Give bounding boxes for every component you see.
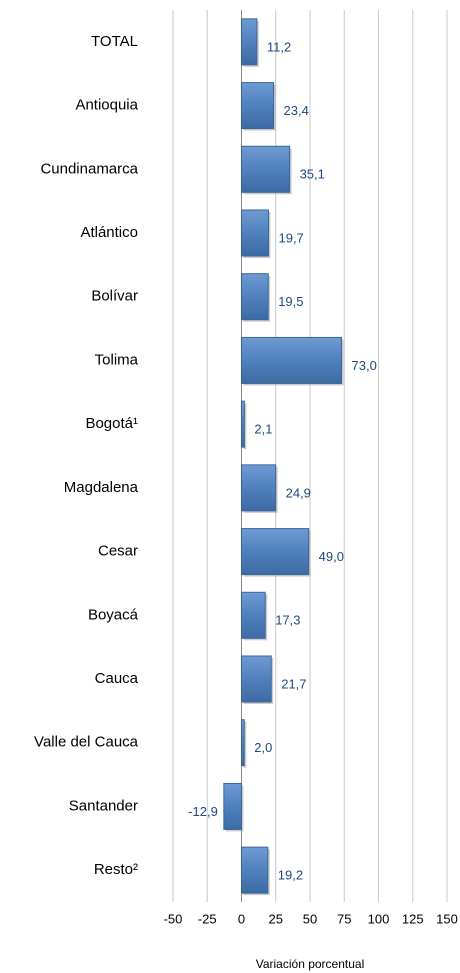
y-tick-label: Boyacá bbox=[88, 606, 139, 623]
y-tick-label: Magdalena bbox=[64, 479, 139, 496]
bar-shadow bbox=[243, 721, 247, 768]
bar bbox=[241, 82, 275, 130]
value-label: 19,5 bbox=[278, 294, 303, 309]
y-tick-label: Antioquia bbox=[75, 97, 138, 114]
x-tick-label: 0 bbox=[238, 911, 245, 926]
y-tick-label: Bogotá¹ bbox=[85, 415, 138, 432]
value-label: 73,0 bbox=[352, 358, 377, 373]
y-tick-label: Bolívar bbox=[91, 288, 138, 305]
y-tick-label: Santander bbox=[69, 797, 138, 814]
value-label: 11,2 bbox=[267, 39, 291, 54]
value-label: -12,9 bbox=[188, 804, 218, 819]
x-tick-label: 75 bbox=[337, 911, 351, 926]
y-tick-label: Cundinamarca bbox=[40, 160, 138, 177]
x-tick-label: 50 bbox=[303, 911, 317, 926]
value-label: 24,9 bbox=[286, 485, 311, 500]
x-tick-label: -50 bbox=[164, 911, 183, 926]
bar bbox=[241, 528, 310, 576]
bar bbox=[241, 209, 269, 257]
value-label: 19,7 bbox=[278, 230, 303, 245]
x-tick-label: 100 bbox=[368, 911, 390, 926]
x-tick-label: 150 bbox=[436, 911, 458, 926]
value-label: 21,7 bbox=[281, 676, 306, 691]
x-tick-label: 125 bbox=[402, 911, 424, 926]
y-tick-label: Resto² bbox=[94, 861, 138, 878]
y-tick-label: Cauca bbox=[95, 670, 139, 687]
bar bbox=[241, 591, 266, 639]
bar bbox=[241, 336, 343, 384]
value-label: 35,1 bbox=[300, 167, 325, 182]
bar bbox=[241, 145, 291, 193]
bar-shadow bbox=[243, 403, 247, 450]
bar bbox=[241, 18, 258, 66]
x-tick-label: -25 bbox=[198, 911, 217, 926]
x-axis-title: Variación porcentual bbox=[256, 957, 365, 971]
y-tick-label: Valle del Cauca bbox=[34, 734, 139, 751]
value-label: 2,1 bbox=[254, 422, 272, 437]
value-label: 2,0 bbox=[254, 740, 272, 755]
value-label: 49,0 bbox=[319, 549, 344, 564]
bar bbox=[241, 655, 272, 703]
bar bbox=[223, 782, 242, 830]
y-tick-label: Atlántico bbox=[80, 224, 138, 241]
bar bbox=[241, 719, 245, 767]
y-tick-label: Tolima bbox=[95, 351, 139, 368]
bar bbox=[241, 400, 245, 448]
value-label: 19,2 bbox=[278, 868, 303, 883]
x-tick-label: 25 bbox=[269, 911, 283, 926]
bar bbox=[241, 464, 277, 512]
bar bbox=[241, 846, 269, 894]
y-tick-label: Cesar bbox=[98, 543, 138, 560]
y-tick-label: TOTAL bbox=[91, 33, 138, 50]
bar bbox=[241, 273, 269, 321]
value-label: 17,3 bbox=[275, 613, 300, 628]
value-label: 23,4 bbox=[284, 103, 309, 118]
